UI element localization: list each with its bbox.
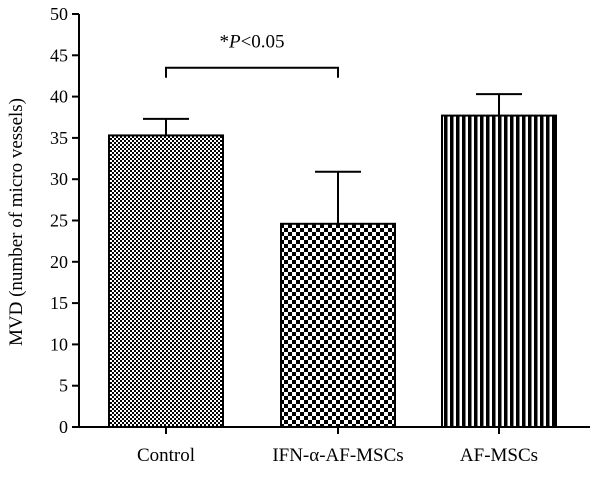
significance-label-0: *P<0.05 [219,32,284,53]
x-tick-label-1: IFN-α-AF-MSCs [272,445,403,466]
y-tick-label-5: 5 [59,376,68,396]
y-tick-label-45: 45 [50,45,68,65]
y-tick-label-10: 10 [50,334,68,354]
y-tick-label-35: 35 [50,128,68,148]
y-tick-label-15: 15 [50,293,68,313]
y-tick-label-50: 50 [50,4,68,24]
significance-p: P [228,32,241,53]
y-axis-label: MVD (number of micro vessels) [6,98,27,346]
significance-star: * [219,32,229,53]
x-axis: Control IFN-α-AF-MSCs AF-MSCs [72,426,590,466]
x-tick-label-0: Control [137,445,195,466]
y-tick-label-25: 25 [50,211,68,231]
x-tick-label-2: AF-MSCs [460,445,538,466]
y-tick-label-40: 40 [50,87,68,107]
y-axis: 0 5 10 15 20 25 30 35 40 45 50 [50,4,80,437]
bar-0 [108,134,224,428]
significance-value: <0.05 [241,32,285,53]
y-tick-label-0: 0 [59,417,68,437]
bar-1 [280,222,396,428]
annotations: *P<0.05 [165,32,339,78]
significance-bracket-0 [165,66,339,78]
y-tick-label-20: 20 [50,252,68,272]
bars [108,93,557,429]
y-tick-label-30: 30 [50,169,68,189]
bar-2 [441,114,557,429]
